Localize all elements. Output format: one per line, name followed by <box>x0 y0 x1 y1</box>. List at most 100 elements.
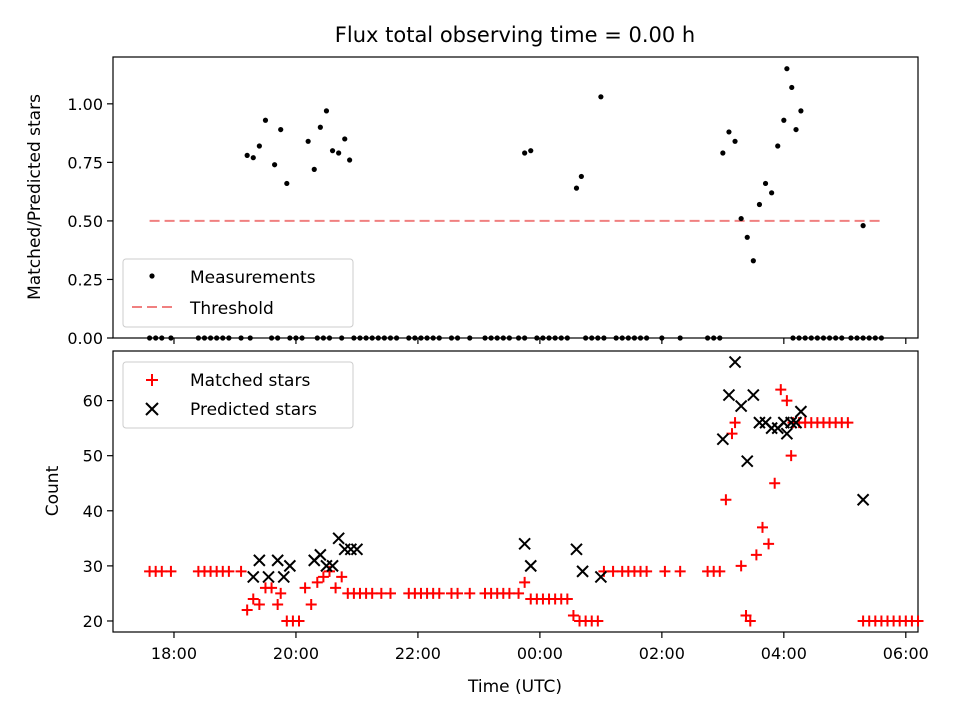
ratio-y-tick-label: 0.50 <box>67 212 103 231</box>
predicted-point <box>253 554 266 567</box>
count-legend: Matched stars Predicted stars <box>122 361 354 429</box>
legend-predicted-marker <box>145 402 159 416</box>
legend-predicted-label: Predicted stars <box>190 400 317 420</box>
legend-measurement-marker <box>149 273 155 279</box>
predicted-point <box>794 405 808 418</box>
measurement-point <box>802 335 808 341</box>
measurement-point <box>159 335 165 341</box>
matched-point <box>241 604 253 616</box>
legend-matched-marker <box>146 374 158 386</box>
matched-point <box>674 565 686 577</box>
measurement-point <box>347 157 353 163</box>
predicted-points <box>247 355 870 584</box>
measurement-point <box>522 335 528 341</box>
measurement-point <box>564 335 570 341</box>
matched-point <box>744 615 756 627</box>
matched-point <box>735 560 747 572</box>
measurement-point <box>430 335 436 341</box>
matched-point <box>513 587 525 599</box>
matched-point <box>750 549 762 561</box>
count-x-tick-label: 04:00 <box>761 644 807 663</box>
measurement-point <box>878 335 885 341</box>
measurement-point <box>500 335 506 341</box>
predicted-point <box>747 388 760 402</box>
matched-point <box>769 477 781 489</box>
predicted-point <box>320 559 333 573</box>
matched-point <box>253 598 265 610</box>
measurement-point <box>790 335 796 341</box>
predicted-point <box>780 427 794 440</box>
measurement-point <box>573 185 580 191</box>
ratio-axes-frame <box>112 56 919 339</box>
predicted-point <box>784 416 798 429</box>
measurement-point <box>720 150 726 156</box>
measurement-point <box>506 335 513 341</box>
predicted-point <box>722 388 736 402</box>
measurement-point <box>329 148 336 154</box>
count-x-tick-label: 00:00 <box>517 644 563 663</box>
measurement-point <box>293 335 299 341</box>
matched-point <box>641 565 653 577</box>
measurement-point <box>598 94 604 100</box>
measurement-point <box>726 129 732 135</box>
ratio-y-tick-label: 0.75 <box>67 153 103 172</box>
matched-point <box>763 538 775 550</box>
count-x-ticks: 18:00 20:00 22:00 00:00 02:00 04:00 06:00 <box>151 632 929 663</box>
measurement-point <box>454 335 461 341</box>
measurement-point <box>814 335 820 341</box>
measurement-point <box>393 335 400 341</box>
matched-point <box>165 565 177 577</box>
ratio-y-tick-label: 1.00 <box>67 95 103 114</box>
measurement-point <box>677 335 683 341</box>
measurement-point <box>796 335 802 341</box>
measurement-point <box>528 148 534 154</box>
measurement-point <box>467 335 473 341</box>
measurement-point <box>820 335 827 341</box>
predicted-point <box>262 570 275 584</box>
count-x-tick-label: 22:00 <box>395 644 441 663</box>
measurement-point <box>418 335 424 341</box>
predicted-point <box>344 543 358 556</box>
matched-point <box>311 576 323 588</box>
matched-point <box>720 494 732 506</box>
measurement-point <box>299 335 305 341</box>
matched-point <box>336 571 348 583</box>
measurement-point <box>558 335 564 341</box>
x-axis-label: Time (UTC) <box>467 677 562 697</box>
ratio-panel: 0.00 0.25 0.50 0.75 1.00 Matched/Predicted s… <box>25 56 919 348</box>
measurement-point <box>798 108 804 114</box>
count-y-tick-label: 40 <box>83 502 103 521</box>
matched-point <box>384 587 396 599</box>
matched-point <box>659 565 671 577</box>
matched-point <box>293 615 305 627</box>
measurement-point <box>769 190 775 196</box>
predicted-point <box>271 554 284 567</box>
predicted-point <box>332 532 345 545</box>
measurement-point <box>826 335 833 341</box>
measurement-point <box>613 335 619 341</box>
measurement-point <box>860 223 866 229</box>
matched-point <box>317 571 329 583</box>
measurement-point <box>250 155 256 161</box>
predicted-point <box>765 421 778 435</box>
measurement-point <box>619 335 625 341</box>
measurement-point <box>860 335 866 341</box>
measurement-point <box>323 108 330 114</box>
measurement-point <box>357 335 363 341</box>
measurement-point <box>342 136 348 142</box>
measurement-point <box>750 258 756 264</box>
predicted-point <box>594 570 608 584</box>
matched-point <box>464 587 476 599</box>
predicted-point <box>570 543 583 556</box>
measurement-point <box>637 335 644 341</box>
measurement-point <box>272 162 278 168</box>
measurement-point <box>833 335 839 341</box>
measurement-point <box>195 335 201 341</box>
predicted-point <box>350 543 364 556</box>
measurement-point <box>336 150 342 156</box>
predicted-point <box>283 559 297 573</box>
measurement-point <box>326 335 333 341</box>
measurement-point <box>424 335 430 341</box>
matched-point <box>785 450 797 462</box>
